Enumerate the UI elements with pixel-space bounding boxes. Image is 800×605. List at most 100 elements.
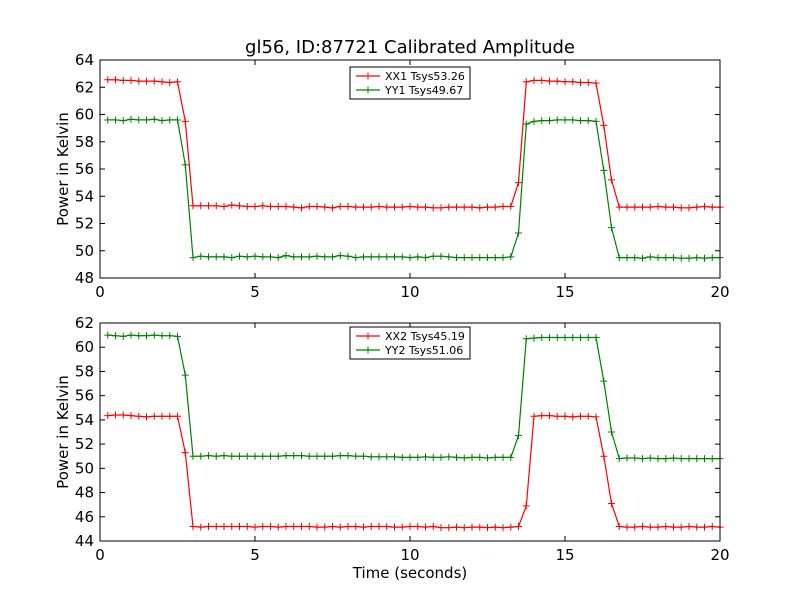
data-point-0-1-30 — [336, 252, 344, 260]
data-point-0-0-4 — [135, 77, 143, 85]
data-point-0-0-45 — [453, 203, 460, 211]
data-point-1-1-21 — [267, 452, 274, 460]
data-point-0-0-36 — [383, 203, 391, 211]
data-point-0-0-78 — [708, 203, 716, 211]
data-point-0-0-27 — [313, 202, 321, 210]
data-point-1-0-73 — [670, 523, 677, 531]
data-point-1-1-50 — [491, 453, 499, 461]
data-point-0-0-65 — [608, 176, 615, 184]
data-point-0-0-60 — [569, 78, 577, 86]
data-point-1-0-34 — [367, 522, 375, 530]
data-point-0-0-8 — [166, 78, 174, 86]
data-point-1-1-64 — [600, 377, 608, 385]
data-point-0-1-77 — [701, 254, 708, 262]
x-axis-label: Time (seconds) — [352, 564, 468, 582]
data-point-1-1-48 — [476, 453, 484, 461]
data-point-1-0-35 — [375, 522, 383, 530]
data-point-1-0-78 — [708, 522, 716, 530]
data-point-0-1-0 — [104, 116, 112, 124]
data-point-1-1-76 — [693, 455, 701, 463]
data-point-0-1-9 — [174, 116, 181, 124]
legend-box-1 — [349, 326, 471, 360]
y-axis-label-1: Power in Kelvin — [54, 375, 72, 489]
x-tick-label-0-3: 15 — [555, 283, 574, 301]
legend-marker-0-1 — [364, 86, 372, 94]
data-point-1-1-43 — [437, 453, 445, 461]
data-point-0-0-51 — [499, 202, 507, 210]
data-point-1-1-8 — [166, 332, 174, 340]
data-point-0-1-25 — [298, 253, 305, 261]
data-point-1-1-70 — [646, 454, 654, 462]
data-point-0-0-31 — [344, 202, 352, 210]
data-point-0-0-61 — [577, 78, 584, 86]
data-point-1-1-3 — [127, 331, 135, 339]
data-point-1-0-17 — [236, 522, 243, 530]
y-tick-label-1-8: 60 — [75, 338, 94, 356]
x-tick-label-0-2: 10 — [400, 283, 419, 301]
data-point-1-1-26 — [305, 452, 313, 460]
data-point-1-0-11 — [189, 522, 197, 530]
data-point-0-1-72 — [662, 254, 670, 262]
data-point-0-0-17 — [236, 202, 243, 210]
data-point-0-1-32 — [352, 254, 360, 262]
data-point-1-0-64 — [600, 452, 608, 460]
data-point-0-0-0 — [104, 76, 112, 84]
data-point-1-0-63 — [592, 413, 600, 421]
y-tick-label-0-6: 60 — [75, 106, 94, 124]
data-point-0-1-47 — [468, 254, 476, 262]
data-point-1-1-27 — [313, 452, 321, 460]
data-point-0-1-27 — [313, 252, 321, 260]
data-point-0-1-1 — [112, 116, 119, 124]
legend-label-0-1: YY1 Tsys49.67 — [384, 84, 463, 97]
data-point-1-0-75 — [685, 522, 693, 530]
data-point-1-0-33 — [360, 523, 367, 531]
data-point-0-1-45 — [453, 254, 460, 262]
data-point-0-0-69 — [639, 203, 646, 211]
data-point-0-1-5 — [143, 116, 150, 124]
data-point-1-1-47 — [468, 453, 476, 461]
data-point-1-1-23 — [282, 452, 290, 460]
x-tick-label-1-2: 10 — [400, 546, 419, 564]
data-point-1-1-60 — [569, 334, 577, 342]
data-point-1-1-65 — [608, 428, 615, 436]
data-point-1-1-66 — [615, 455, 623, 463]
data-point-0-0-25 — [298, 204, 305, 212]
y-tick-label-1-4: 52 — [75, 435, 94, 453]
data-point-1-1-39 — [406, 453, 414, 461]
data-point-1-1-5 — [143, 332, 150, 340]
data-point-0-1-69 — [639, 254, 646, 262]
data-point-0-0-12 — [197, 202, 205, 210]
y-tick-label-1-7: 58 — [75, 362, 94, 380]
data-point-0-1-73 — [670, 254, 677, 262]
data-point-1-0-70 — [646, 523, 654, 531]
data-point-0-0-9 — [174, 78, 181, 86]
data-point-0-0-49 — [484, 203, 491, 211]
data-point-0-1-50 — [491, 254, 499, 262]
data-point-0-1-24 — [290, 253, 298, 261]
subplot-top: 0 5 10 15 20 48 50 52 54 56 58 60 62 64 Power in Kelvi… — [54, 51, 730, 301]
data-point-0-0-5 — [143, 77, 150, 85]
data-point-0-1-18 — [243, 253, 251, 261]
data-point-0-1-68 — [631, 254, 639, 262]
data-point-0-1-10 — [181, 161, 189, 169]
data-point-0-0-75 — [685, 204, 693, 212]
data-point-1-1-28 — [321, 452, 329, 460]
data-point-0-0-21 — [267, 202, 274, 210]
data-point-1-1-53 — [515, 432, 522, 440]
data-point-0-0-57 — [546, 77, 553, 85]
data-point-1-1-2 — [119, 332, 127, 340]
data-point-0-1-59 — [561, 116, 569, 124]
data-point-1-1-71 — [654, 455, 662, 463]
x-tick-label-1-1: 5 — [250, 546, 260, 564]
data-point-1-1-72 — [662, 455, 670, 463]
data-point-0-0-16 — [228, 201, 236, 209]
data-point-0-0-22 — [274, 202, 282, 210]
data-point-1-1-61 — [577, 334, 584, 342]
y-tick-label-0-2: 52 — [75, 215, 94, 233]
data-point-0-0-66 — [615, 203, 623, 211]
data-point-1-0-29 — [329, 522, 336, 530]
data-point-1-1-35 — [375, 453, 383, 461]
y-tick-label-1-3: 50 — [75, 459, 94, 477]
data-point-1-1-38 — [398, 453, 406, 461]
data-point-0-1-12 — [197, 252, 205, 260]
